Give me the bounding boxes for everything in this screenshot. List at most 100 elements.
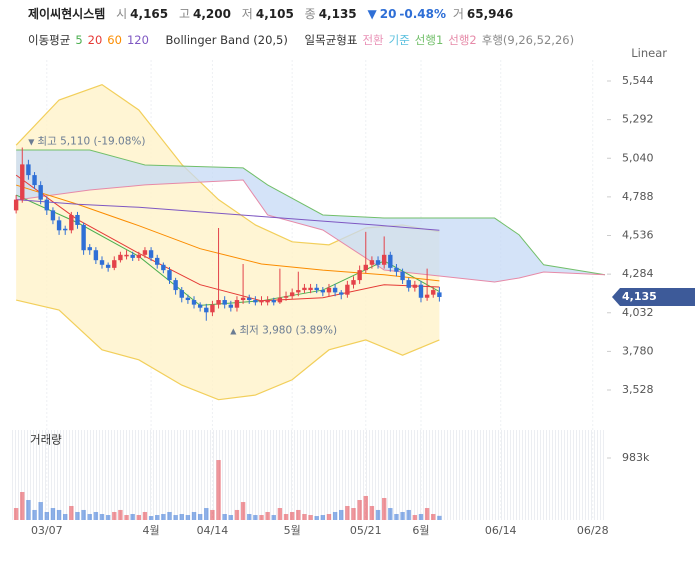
candle-body xyxy=(222,300,227,305)
x-tick-label: 05/21 xyxy=(350,524,382,537)
candle-body xyxy=(345,284,350,295)
candle-body xyxy=(431,290,436,295)
volume-bar xyxy=(289,511,295,520)
volume-bar xyxy=(173,515,178,520)
y2-tick-label: 983k xyxy=(622,451,650,464)
volume-bar xyxy=(130,514,135,520)
volume-bar xyxy=(26,500,31,520)
volume-bar xyxy=(118,509,123,520)
volume-panel xyxy=(10,430,605,520)
candle-body xyxy=(87,247,92,251)
candle-body xyxy=(418,284,424,298)
volume-bar xyxy=(216,460,221,520)
legend-title: 일목균형표 xyxy=(304,33,358,47)
moving-average xyxy=(15,184,440,282)
annotation-label: 최저 3,980 (3.89%) xyxy=(239,325,337,337)
volume-bar xyxy=(351,508,356,520)
volume-bar xyxy=(357,500,362,520)
candle-body xyxy=(50,210,56,221)
x-tick-label: 04/14 xyxy=(197,524,229,537)
field-label: 종 xyxy=(304,7,316,21)
candle-body xyxy=(142,250,148,255)
candle-body xyxy=(13,199,19,211)
volume-bar xyxy=(13,508,19,520)
bollinger-lower xyxy=(15,299,440,401)
volume-bar xyxy=(314,516,319,520)
candle-body xyxy=(148,250,154,258)
legend-item[interactable]: 120 xyxy=(126,33,149,47)
ichimoku-cloud xyxy=(16,149,605,282)
candle-body xyxy=(351,280,356,285)
legend-item[interactable]: 60 xyxy=(107,33,122,47)
volume-bar xyxy=(431,514,436,520)
candle-body xyxy=(363,264,368,271)
volume-bar xyxy=(222,514,227,520)
legend-item[interactable]: 20 xyxy=(87,33,103,47)
volume-bar xyxy=(253,515,258,520)
candle-body xyxy=(388,254,393,268)
annotation-marker: ▲ xyxy=(230,326,237,335)
legend-item[interactable]: 선행2 xyxy=(448,33,477,47)
candle-body xyxy=(326,287,332,293)
candle-body xyxy=(112,260,117,268)
volume-bar xyxy=(296,509,301,520)
candle-body xyxy=(234,300,240,308)
legend-item[interactable]: 전환 xyxy=(362,33,384,47)
candle-body xyxy=(124,254,129,257)
candle-body xyxy=(136,254,142,258)
legend-item[interactable]: Bollinger Band (20,5) xyxy=(165,33,288,47)
volume-bar xyxy=(277,508,283,520)
candle-body xyxy=(44,199,50,211)
candle-body xyxy=(118,254,123,261)
volume-bar xyxy=(381,497,387,520)
volume-bar xyxy=(339,509,344,520)
candle-body xyxy=(253,300,258,303)
legend-item[interactable]: 후행(9,26,52,26) xyxy=(481,33,575,47)
candle-body xyxy=(424,294,430,298)
legend-title: 이동평균 xyxy=(28,33,71,47)
candle-body xyxy=(369,260,375,265)
volume-bar xyxy=(204,508,209,520)
x-tick-label: 4월 xyxy=(143,524,160,537)
volume-bar xyxy=(81,509,86,520)
volume-bar xyxy=(124,515,129,520)
scale-toggle[interactable]: Linear xyxy=(631,46,667,60)
legend-item[interactable]: 선행1 xyxy=(414,33,444,47)
legend-item[interactable]: 5 xyxy=(75,33,83,47)
candle-body xyxy=(216,300,221,305)
candle-body xyxy=(283,296,289,298)
candle-body xyxy=(228,304,234,308)
y-tick-label: 3,528 xyxy=(622,383,654,396)
candle-body xyxy=(20,164,25,200)
volume-bar xyxy=(50,508,56,520)
candle-body xyxy=(400,271,405,281)
candle-body xyxy=(332,287,338,293)
candle-body xyxy=(155,257,160,265)
volume-bar xyxy=(302,514,307,520)
volume-bar xyxy=(197,514,203,520)
candle-body xyxy=(308,287,313,291)
annotation-label: 최고 5,110 (-19.08%) xyxy=(37,136,145,148)
candle-body xyxy=(271,300,276,303)
volume-bar xyxy=(369,505,375,520)
field-value: 4,165 xyxy=(130,7,169,21)
annotation: ▼ 최고 5,110 (-19.08%) xyxy=(28,136,145,148)
candle-body xyxy=(357,270,362,281)
volume-bar xyxy=(20,491,25,520)
candle-body xyxy=(75,214,80,225)
change-amount: 20 xyxy=(379,7,397,21)
volume-bar xyxy=(136,515,142,520)
candle-body xyxy=(130,254,135,258)
price-tag-label: 4,135 xyxy=(622,290,657,303)
legend-item[interactable]: 기준 xyxy=(388,33,410,47)
legend: 이동평균 5 20 60 120 Bollinger Band (20,5) 일목균형표… xyxy=(28,32,579,48)
volume-bar xyxy=(283,514,289,520)
annotation: ▲ 최저 3,980 (3.89%) xyxy=(230,325,337,337)
volume-bar xyxy=(394,514,399,520)
stock-name: 제이씨현시스템 xyxy=(28,7,106,21)
volume-bar xyxy=(424,508,430,520)
volume-bar xyxy=(363,495,368,520)
candle-body xyxy=(197,304,203,308)
